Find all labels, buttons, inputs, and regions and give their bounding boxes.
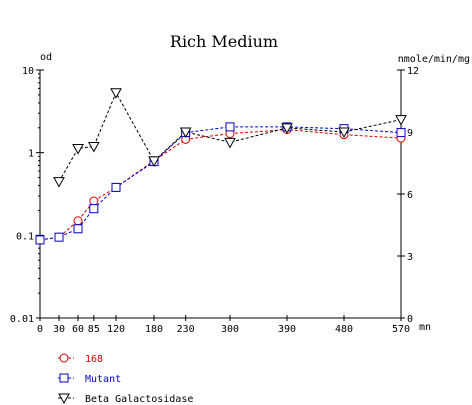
data-point-mutant [35,235,45,245]
series-lines [39,91,402,241]
legend-marker-168 [59,353,69,363]
legend-label-168: 168 [85,354,103,365]
x-tick-label: 30 [53,324,65,335]
data-point-168 [89,196,99,206]
x-tick-label: 390 [278,324,296,335]
data-point-mutant [89,204,99,214]
series-line-beta-galactosidase [58,91,402,182]
right-tick-label: 9 [407,128,413,139]
data-point-mutant [73,224,83,234]
left-tick-label: 0.01 [10,314,34,325]
data-point-beta-galactosidase [281,123,293,134]
right-tick-label: 6 [407,190,413,201]
data-point-beta-galactosidase [338,127,350,139]
x-tick-label: 300 [221,324,239,335]
data-point-beta-galactosidase [87,141,100,153]
data-point-mutant [225,122,235,132]
legend-label-beta-galactosidase: Beta Galactosidase [85,394,193,405]
left-tick-label: 0.1 [16,231,34,242]
x-tick-label: 0 [37,324,43,335]
right-tick-label: 3 [407,252,413,263]
x-axis-unit-label: mn [419,322,431,333]
legend-marker-mutant [59,373,69,383]
series-markers [35,88,407,245]
data-point-beta-galactosidase [224,137,236,149]
data-point-beta-galactosidase [179,127,192,139]
x-tick-label: 480 [335,324,353,335]
data-point-168 [73,216,83,226]
data-point-mutant [111,182,121,192]
x-tick-label: 230 [177,324,195,335]
data-point-beta-galactosidase [110,88,122,99]
left-tick-label: 10 [22,66,34,77]
legend: 168 Mutant Beta Galactosidase [58,353,193,405]
data-point-mutant [396,128,406,138]
data-point-beta-galactosidase [395,115,407,126]
data-point-mutant [54,232,64,242]
legend-marker-beta-galactosidase [58,393,70,405]
x-tick-label: 120 [107,324,125,335]
right-tick-label: 0 [407,314,413,325]
chart-title: Rich Medium [170,32,278,51]
data-point-beta-galactosidase [72,144,84,155]
x-tick-label: 180 [145,324,163,335]
data-point-beta-galactosidase [53,177,65,188]
data-point-beta-galactosidase [148,156,160,167]
left-axis-label: od [40,52,52,63]
x-tick-label: 60 [72,324,84,335]
right-tick-label: 12 [407,66,419,77]
right-axis-label: nmole/min/mg [398,54,470,65]
x-tick-label: 85 [88,324,100,335]
left-tick-label: 1 [28,149,34,160]
legend-label-mutant: Mutant [85,374,121,385]
x-tick-label: 570 [392,324,410,335]
